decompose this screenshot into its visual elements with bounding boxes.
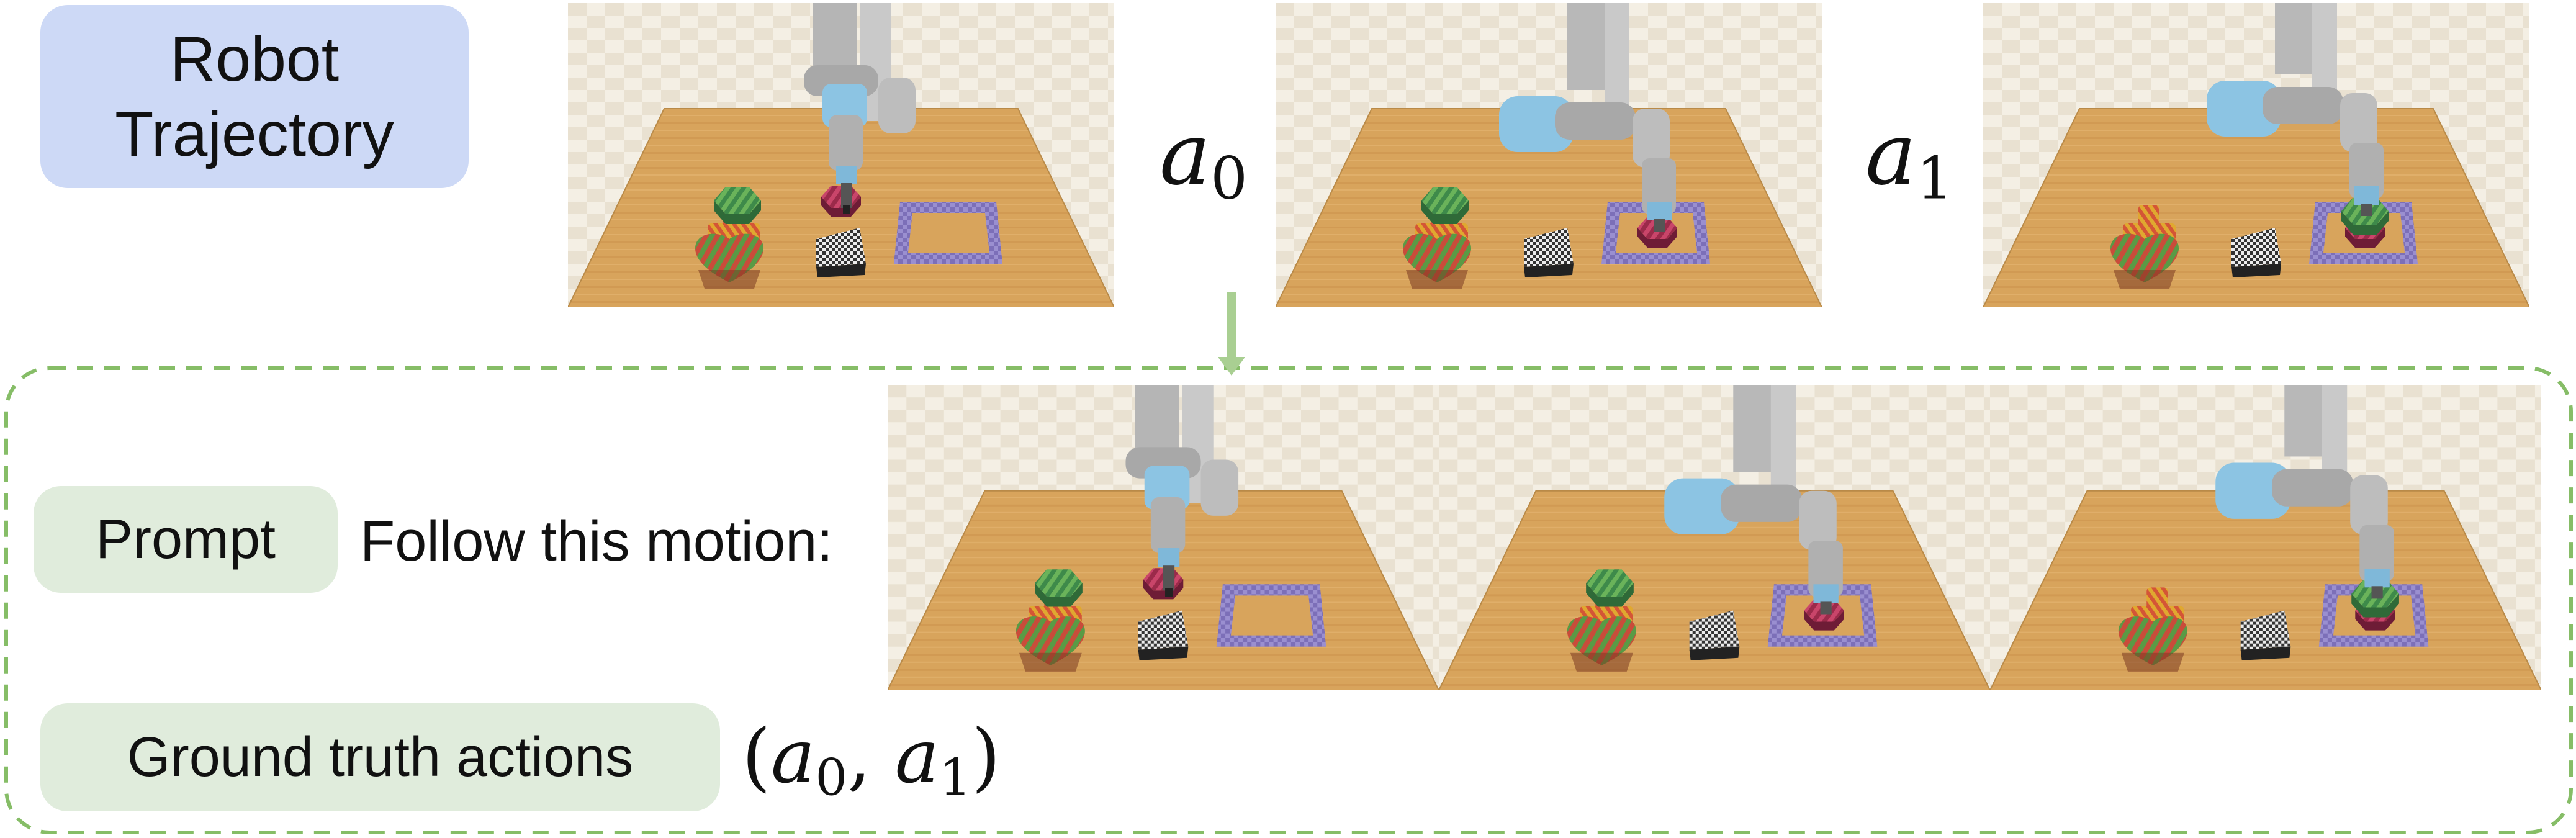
robot-trajectory-label: Robot Trajectory	[40, 5, 469, 188]
prompt-frame-after-a1	[1990, 385, 2541, 690]
robot-trajectory-line2: Trajectory	[115, 98, 394, 169]
robot-trajectory-line1: Robot	[169, 24, 340, 95]
trajectory-frame-after-a0	[1276, 3, 1822, 307]
action-a1-label: a1	[1865, 104, 1953, 213]
prompt-label: Prompt	[34, 486, 338, 593]
prompt-text: Follow this motion:	[360, 510, 833, 573]
prompt-frame-start	[888, 385, 1439, 690]
arrow-down-icon	[1218, 292, 1245, 376]
trajectory-frame-after-a1	[1983, 3, 2529, 307]
ground-truth-value: (a0, a1)	[742, 714, 1001, 808]
ground-truth-label: Ground truth actions	[40, 703, 720, 811]
trajectory-frame-start	[568, 3, 1114, 307]
action-a0-label: a0	[1160, 104, 1248, 213]
prompt-frame-after-a0	[1439, 385, 1990, 690]
